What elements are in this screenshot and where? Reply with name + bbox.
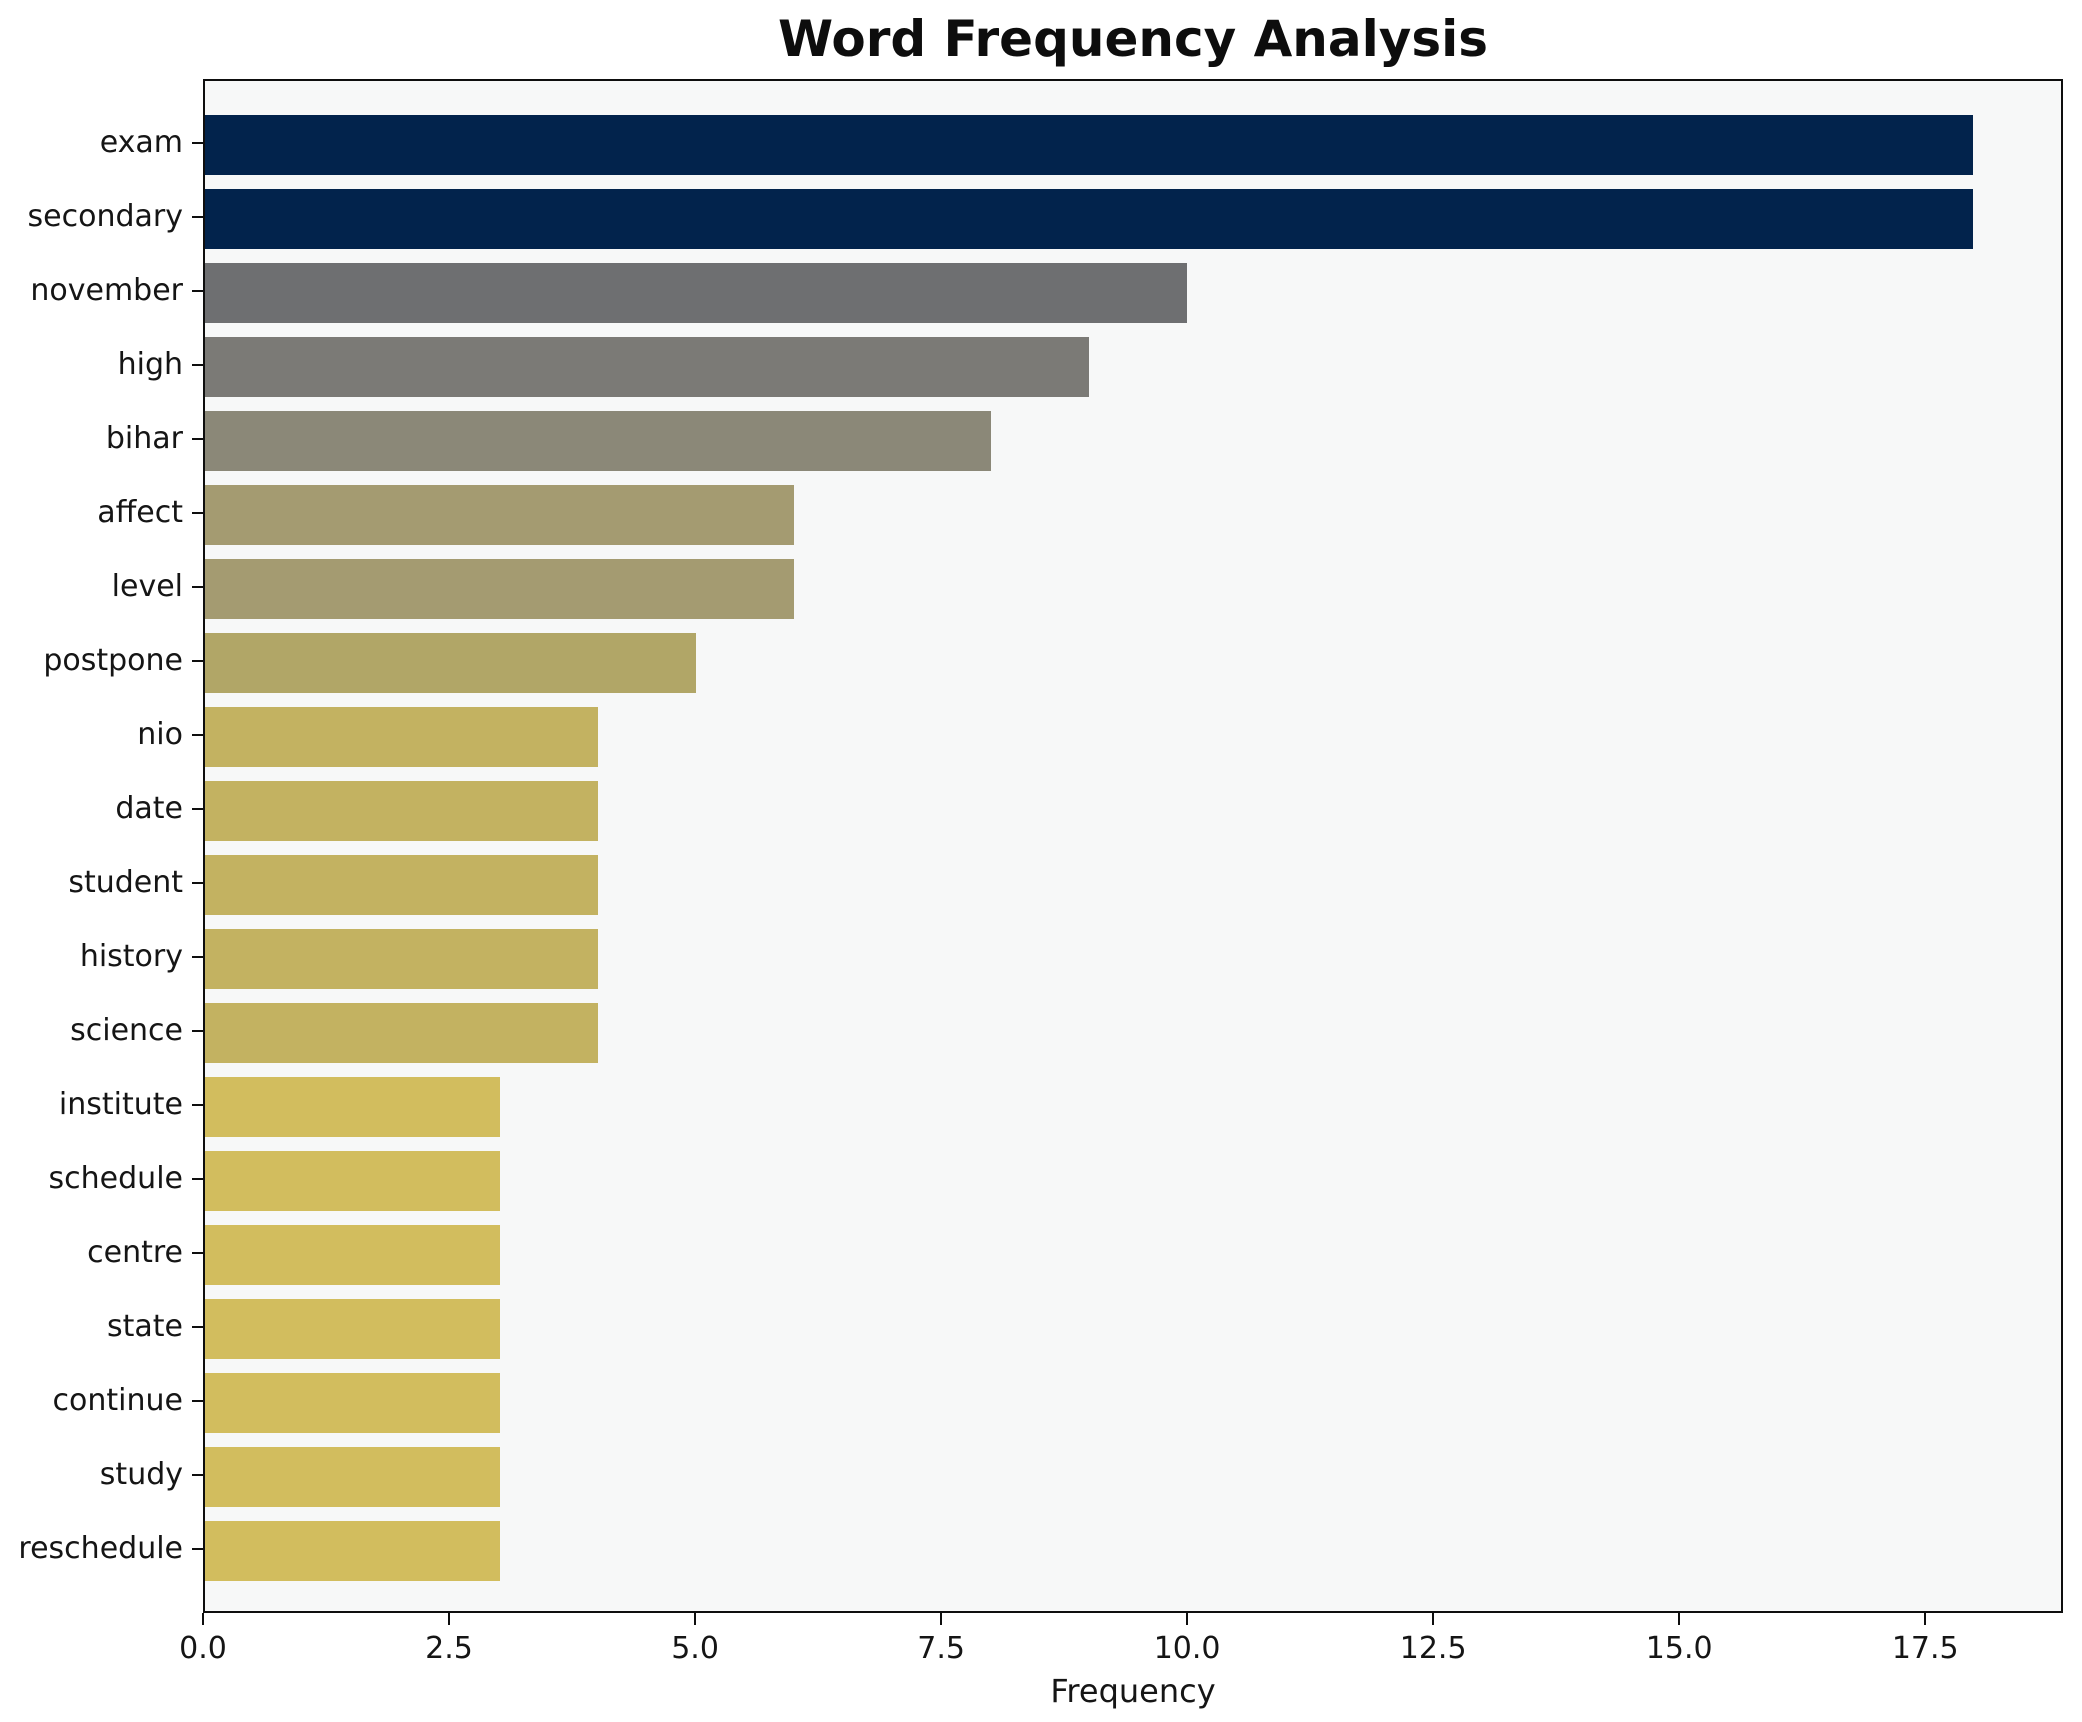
x-tick-label: 15.0 [1645,1631,1713,1666]
x-tick-label: 12.5 [1399,1631,1467,1666]
y-tick [192,1399,203,1403]
x-tick [693,1613,697,1625]
y-tick [192,1473,203,1477]
x-tick [1677,1613,1681,1625]
bar-date [205,781,598,841]
x-tick-label: 5.0 [671,1631,719,1666]
bar-high [205,337,1089,397]
y-label-date: date [115,791,183,826]
y-tick [192,585,203,589]
y-label-affect: affect [97,495,183,530]
y-label-bihar: bihar [105,421,183,456]
y-label-science: science [70,1013,183,1048]
x-tick [939,1613,943,1625]
bar-history [205,929,598,989]
y-label-continue: continue [52,1383,183,1418]
y-tick [192,289,203,293]
y-label-history: history [79,939,183,974]
y-tick [192,141,203,145]
y-label-schedule: schedule [48,1161,183,1196]
bar-state [205,1299,500,1359]
bar-centre [205,1225,500,1285]
bar-nio [205,707,598,767]
bar-november [205,263,1187,323]
bar-science [205,1003,598,1063]
y-label-study: study [99,1457,183,1492]
bar-bihar [205,411,991,471]
x-tick-label: 0.0 [179,1631,227,1666]
y-label-nio: nio [137,717,183,752]
y-tick [192,659,203,663]
x-tick [447,1613,451,1625]
y-label-secondary: secondary [27,199,183,234]
y-label-postpone: postpone [43,643,183,678]
bar-reschedule [205,1521,500,1581]
y-label-state: state [107,1309,183,1344]
bar-student [205,855,598,915]
y-tick [192,363,203,367]
bar-level [205,559,795,619]
x-tick-label: 2.5 [425,1631,473,1666]
x-tick-label: 17.5 [1891,1631,1959,1666]
y-tick [192,881,203,885]
y-label-exam: exam [99,125,183,160]
y-tick [192,1177,203,1181]
x-tick [1185,1613,1189,1625]
y-tick [192,215,203,219]
x-tick-label: 10.0 [1153,1631,1221,1666]
bar-postpone [205,633,696,693]
x-tick-label: 7.5 [917,1631,965,1666]
x-axis: 0.0 2.5 5.0 7.5 10.0 12.5 15.0 17.5 [179,1613,2063,1722]
y-tick [192,1547,203,1551]
y-tick [192,511,203,515]
bar-exam [205,115,1973,175]
bar-secondary [205,189,1973,249]
x-tick [1923,1613,1927,1625]
bar-study [205,1447,500,1507]
y-tick [192,1103,203,1107]
y-tick [192,807,203,811]
y-label-november: november [30,273,183,308]
chart-title: Word Frequency Analysis [777,10,1489,68]
y-tick [192,437,203,441]
y-label-level: level [111,569,183,604]
y-label-high: high [117,347,183,382]
bar-affect [205,485,795,545]
y-label-reschedule: reschedule [18,1531,183,1566]
bar-institute [205,1077,500,1137]
bar-schedule [205,1151,500,1211]
y-axis-labels: exam secondary november high bihar affect leve… [0,79,203,1613]
y-label-institute: institute [58,1087,183,1122]
y-tick [192,955,203,959]
y-label-centre: centre [87,1235,183,1270]
x-axis-title: Frequency [1050,1672,1216,1710]
bar-continue [205,1373,500,1433]
x-tick [201,1613,205,1625]
y-label-student: student [68,865,183,900]
y-tick [192,1029,203,1033]
x-tick [1431,1613,1435,1625]
y-tick [192,733,203,737]
y-tick [192,1251,203,1255]
plot-area [203,79,2063,1613]
bars-layer [205,81,2061,1611]
y-tick [192,1325,203,1329]
